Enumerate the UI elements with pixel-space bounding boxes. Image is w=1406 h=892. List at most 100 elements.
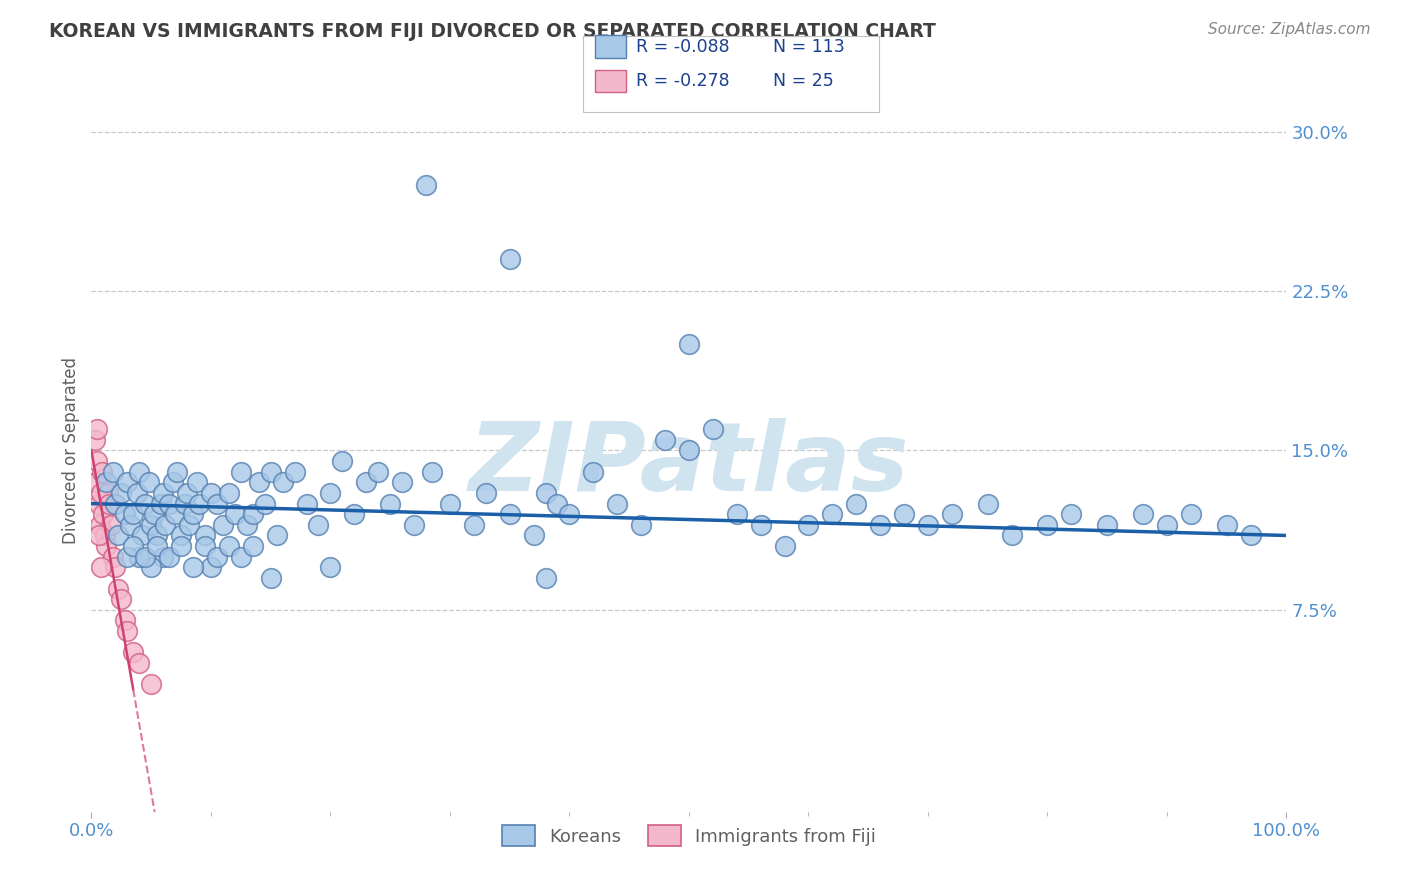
Point — [101, 549, 124, 564]
Point — [678, 337, 700, 351]
Point — [141, 560, 162, 574]
Point — [630, 517, 652, 532]
Point — [157, 497, 180, 511]
Point — [821, 507, 844, 521]
Text: Source: ZipAtlas.com: Source: ZipAtlas.com — [1208, 22, 1371, 37]
Point — [91, 465, 114, 479]
Point — [211, 517, 233, 532]
Point — [98, 497, 121, 511]
Point — [1215, 517, 1237, 532]
Point — [205, 497, 228, 511]
Point — [89, 517, 111, 532]
Legend: Koreans, Immigrants from Fiji: Koreans, Immigrants from Fiji — [495, 818, 883, 854]
Point — [142, 507, 165, 521]
Point — [678, 443, 700, 458]
Point — [90, 560, 112, 574]
Point — [84, 433, 107, 447]
Point — [498, 507, 520, 521]
Point — [474, 486, 498, 500]
Point — [93, 507, 114, 521]
Point — [114, 507, 136, 521]
Point — [606, 497, 628, 511]
Text: R = -0.278: R = -0.278 — [636, 72, 730, 90]
Point — [773, 539, 796, 553]
Point — [128, 656, 150, 670]
Point — [94, 539, 117, 553]
Point — [110, 486, 132, 500]
Point — [87, 497, 110, 511]
Point — [128, 465, 150, 479]
Point — [104, 497, 127, 511]
Point — [283, 465, 307, 479]
Point — [1097, 517, 1119, 532]
Point — [122, 507, 145, 521]
Point — [200, 560, 222, 574]
Point — [181, 560, 204, 574]
Point — [402, 517, 425, 532]
Point — [86, 422, 108, 436]
Point — [163, 507, 186, 521]
Text: N = 25: N = 25 — [773, 72, 834, 90]
Point — [1060, 507, 1083, 521]
Point — [242, 507, 264, 521]
Point — [534, 571, 557, 585]
Point — [295, 497, 318, 511]
Point — [253, 497, 276, 511]
Point — [146, 539, 169, 553]
Point — [976, 497, 998, 511]
Point — [115, 475, 138, 490]
Point — [176, 486, 198, 500]
Point — [463, 517, 485, 532]
Point — [534, 486, 557, 500]
Point — [194, 528, 217, 542]
Text: N = 113: N = 113 — [773, 37, 845, 55]
Point — [134, 549, 156, 564]
Point — [107, 582, 129, 596]
Point — [114, 614, 136, 628]
Point — [869, 517, 891, 532]
Point — [101, 465, 124, 479]
Point — [558, 507, 581, 521]
Point — [87, 528, 110, 542]
Point — [110, 592, 132, 607]
Point — [242, 539, 264, 553]
Point — [166, 465, 188, 479]
Point — [187, 497, 211, 511]
Point — [134, 497, 156, 511]
Point — [1132, 507, 1154, 521]
Point — [797, 517, 820, 532]
Point — [1000, 528, 1022, 542]
Point — [122, 539, 145, 553]
Point — [149, 497, 172, 511]
Point — [146, 528, 169, 542]
Point — [725, 507, 748, 521]
Point — [170, 528, 193, 542]
Point — [546, 497, 568, 511]
Point — [1180, 507, 1202, 521]
Point — [170, 539, 193, 553]
Point — [367, 465, 389, 479]
Point — [138, 475, 160, 490]
Y-axis label: Divorced or Separated: Divorced or Separated — [62, 357, 80, 544]
Point — [582, 465, 605, 479]
Point — [523, 528, 546, 542]
Point — [97, 486, 120, 500]
Point — [141, 677, 162, 691]
Point — [1240, 528, 1263, 542]
Point — [157, 549, 180, 564]
Point — [845, 497, 868, 511]
Point — [218, 486, 240, 500]
Text: KOREAN VS IMMIGRANTS FROM FIJI DIVORCED OR SEPARATED CORRELATION CHART: KOREAN VS IMMIGRANTS FROM FIJI DIVORCED … — [49, 22, 936, 41]
Point — [941, 507, 963, 521]
Point — [86, 454, 108, 468]
Point — [200, 486, 222, 500]
Point — [439, 497, 461, 511]
Text: R = -0.088: R = -0.088 — [636, 37, 730, 55]
Point — [186, 475, 208, 490]
Point — [122, 645, 145, 659]
Point — [118, 517, 141, 532]
Point — [247, 475, 270, 490]
Point — [1036, 517, 1059, 532]
Point — [218, 539, 240, 553]
Point — [155, 517, 177, 532]
